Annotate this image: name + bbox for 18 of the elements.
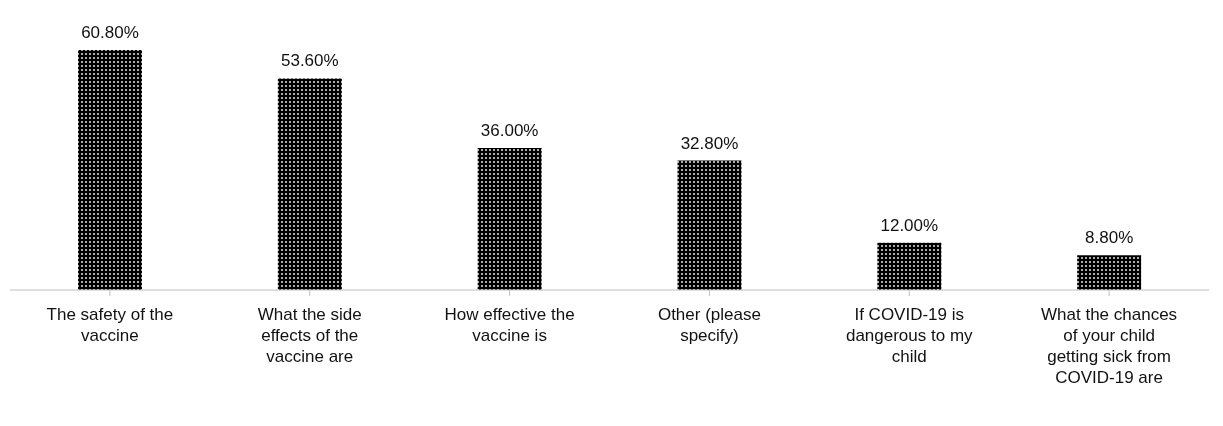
data-label: 60.80%: [81, 23, 139, 42]
bar: [877, 242, 942, 290]
bar: [477, 147, 542, 290]
bar: [78, 50, 142, 290]
x-tick-label: Other (please specify): [657, 305, 761, 345]
bar: [1077, 255, 1142, 290]
data-label: 32.80%: [680, 133, 739, 153]
data-label: 36.00%: [480, 120, 539, 140]
data-label: 53.60%: [281, 51, 339, 71]
bar: [277, 78, 342, 290]
x-tick-label: How effective the vaccine is: [444, 305, 575, 345]
x-tick-label: If COVID-19 is dangerous to my child: [845, 305, 974, 366]
data-label: 12.00%: [880, 215, 939, 235]
data-label: 8.80%: [1085, 228, 1134, 248]
bar: [677, 160, 742, 290]
x-tick-label: What the chances of your child getting sick from COVID-19 are: [1041, 305, 1178, 387]
x-tick-label: The safety of the vaccine: [46, 305, 174, 345]
x-tick-label: What the side effects of the vaccine are: [257, 305, 362, 366]
